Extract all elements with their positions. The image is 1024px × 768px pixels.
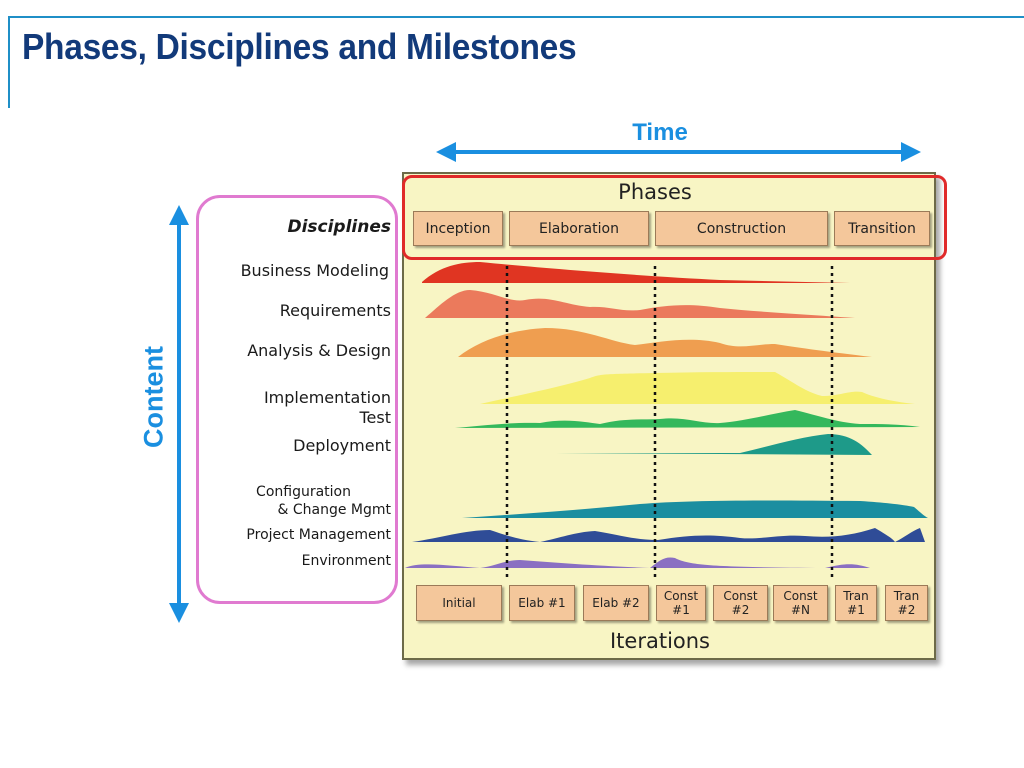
iteration-tran-1: Tran #1 [835, 585, 877, 621]
curve-implementation [480, 372, 915, 404]
discipline-configuration: Configuration [256, 484, 351, 500]
page-title: Phases, Disciplines and Milestones [22, 26, 577, 67]
phase-construction: Construction [655, 211, 828, 246]
discipline-test: Test [359, 408, 391, 427]
discipline-project-management: Project Management [246, 527, 391, 543]
title-rule-left [8, 16, 10, 108]
discipline-change-mgmt: & Change Mgmt [277, 502, 391, 518]
disciplines-header: Disciplines [287, 217, 391, 237]
disciplines-highlight [196, 195, 398, 604]
title-rule [8, 16, 1024, 18]
curve-business-modeling [422, 262, 850, 283]
curve-environment [405, 557, 870, 568]
iteration-const-1: Const #1 [656, 585, 706, 621]
phases-title: Phases [618, 180, 692, 204]
curve-project-management [412, 528, 925, 542]
discipline-environment: Environment [301, 553, 391, 569]
curve-configuration [462, 500, 928, 518]
phase-inception: Inception [413, 211, 503, 246]
curve-requirements [425, 290, 855, 318]
discipline-analysis-design: Analysis & Design [247, 341, 391, 360]
iteration-elab-1: Elab #1 [509, 585, 575, 621]
phases-highlight [402, 175, 947, 260]
iteration-elab-2: Elab #2 [583, 585, 649, 621]
iteration-const-n: Const #N [773, 585, 828, 621]
iteration-tran-2: Tran #2 [885, 585, 928, 621]
time-arrow [436, 142, 921, 162]
iterations-title: Iterations [609, 629, 711, 653]
discipline-business-modeling: Business Modeling [240, 261, 389, 280]
iteration-initial: Initial [416, 585, 502, 621]
iteration-const-2: Const #2 [713, 585, 768, 621]
time-label: Time [632, 119, 688, 146]
curve-deployment [556, 434, 872, 455]
phase-elaboration: Elaboration [509, 211, 649, 246]
curve-analysis-design [458, 328, 872, 357]
discipline-implementation: Implementation [263, 388, 391, 407]
diagram-panel [402, 172, 936, 660]
curve-test [455, 410, 920, 428]
discipline-requirements: Requirements [279, 301, 391, 320]
discipline-deployment: Deployment [293, 436, 391, 455]
content-arrow [169, 205, 189, 623]
phase-transition: Transition [834, 211, 930, 246]
